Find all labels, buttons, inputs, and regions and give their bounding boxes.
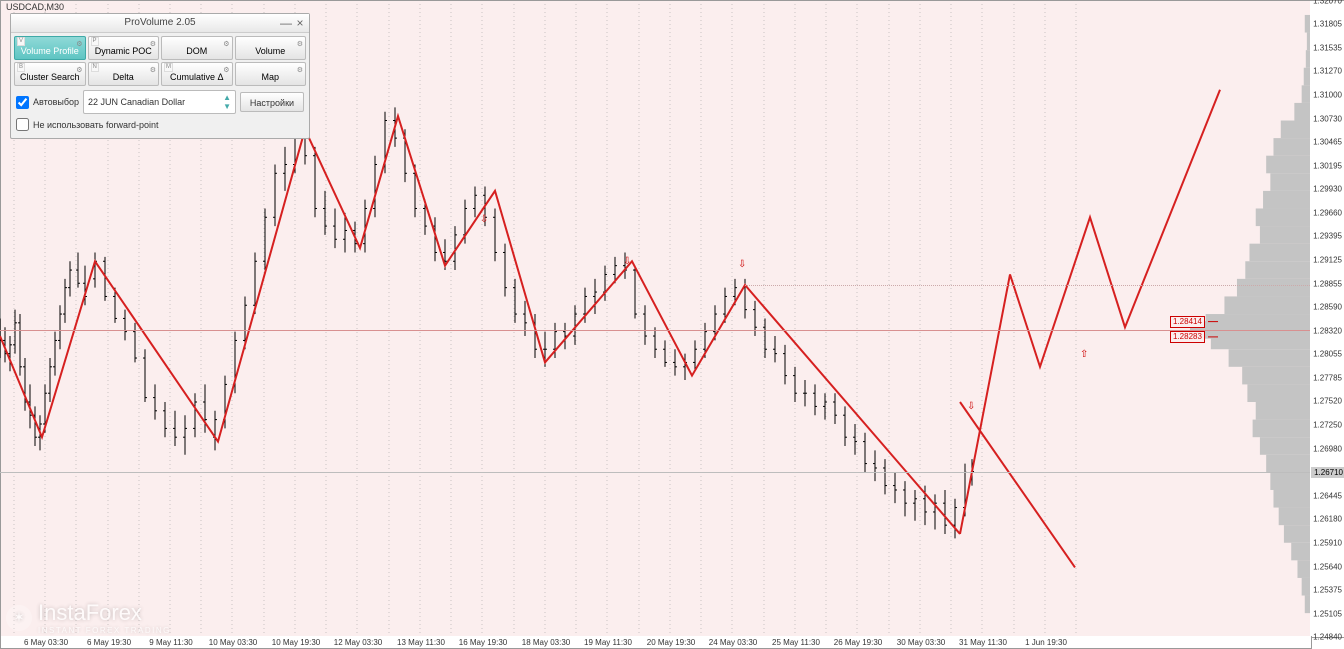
price-label: 1.28414 bbox=[1170, 316, 1205, 328]
close-icon[interactable]: × bbox=[293, 14, 307, 28]
tool-delta[interactable]: N⚙Delta bbox=[88, 62, 160, 86]
tool-dom[interactable]: ⚙DOM bbox=[161, 36, 233, 60]
settings-button[interactable]: Настройки bbox=[240, 92, 304, 112]
tool-cluster-search[interactable]: B⚙Cluster Search bbox=[14, 62, 86, 86]
forward-point-checkbox[interactable] bbox=[16, 118, 29, 131]
autoselect-checkbox[interactable] bbox=[16, 96, 29, 109]
minimize-icon[interactable]: — bbox=[279, 14, 293, 28]
y-axis-scale: 1.320701.318051.315351.312701.310001.307… bbox=[1310, 0, 1344, 638]
provolume-panel[interactable]: ProVolume 2.05 — × V⚙Volume ProfileP⚙Dyn… bbox=[10, 13, 310, 139]
arrow-down-icon: ⇩ bbox=[967, 401, 975, 412]
tool-cumulative-[interactable]: M⚙Cumulative Δ bbox=[161, 62, 233, 86]
arrow-down-icon: ⇩ bbox=[738, 259, 746, 270]
price-label: 1.28283 bbox=[1170, 331, 1205, 343]
tool-dynamic-poc[interactable]: P⚙Dynamic POC bbox=[88, 36, 160, 60]
instaforex-logo: ✶ InstaForex INSTANT FOREX TRADING bbox=[6, 600, 171, 635]
tool-volume[interactable]: ⚙Volume bbox=[235, 36, 307, 60]
autoselect-label: Автовыбор bbox=[33, 97, 79, 107]
tool-volume-profile[interactable]: V⚙Volume Profile bbox=[14, 36, 86, 60]
arrow-down-icon: ⇩ bbox=[480, 214, 488, 225]
panel-titlebar[interactable]: ProVolume 2.05 — × bbox=[11, 14, 309, 33]
chevron-updown-icon: ▲▼ bbox=[223, 93, 231, 111]
x-axis-scale: 6 May 03:306 May 19:309 May 11:3010 May … bbox=[0, 636, 1312, 649]
instrument-select[interactable]: 22 JUN Canadian Dollar ▲▼ bbox=[83, 90, 236, 114]
arrow-up-icon: ⇧ bbox=[1080, 349, 1088, 360]
tool-map[interactable]: ⚙Map bbox=[235, 62, 307, 86]
arrow-down-icon: ⇩ bbox=[623, 256, 631, 267]
forward-point-label: Не использовать forward-point bbox=[33, 120, 159, 130]
panel-title-text: ProVolume 2.05 bbox=[124, 17, 195, 28]
logo-icon: ✶ bbox=[6, 605, 32, 631]
current-price-tag: 1.26710 bbox=[1311, 467, 1344, 478]
